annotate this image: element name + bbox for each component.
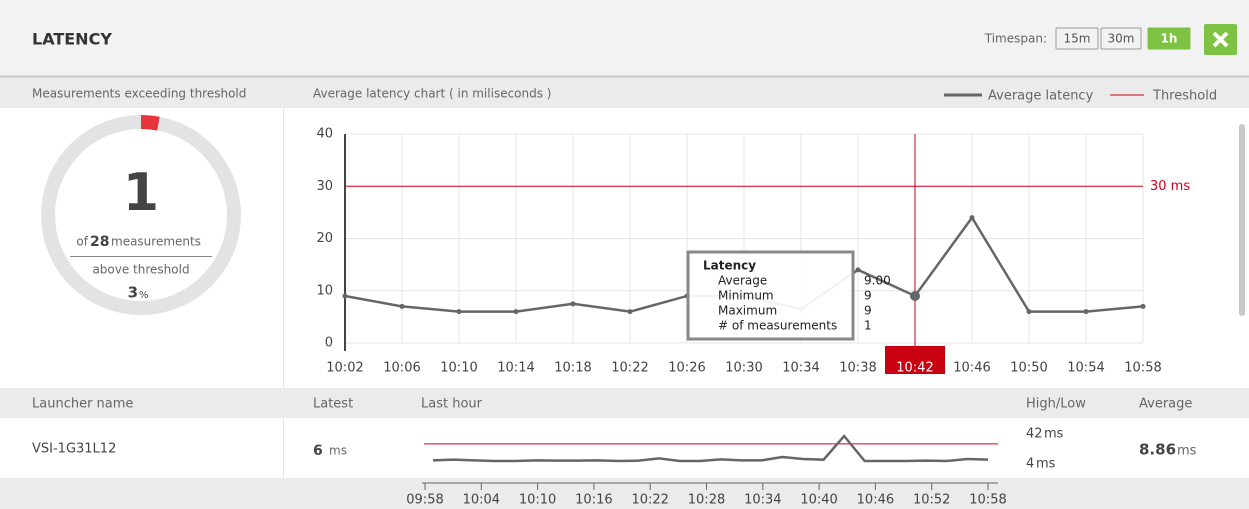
tooltip-title: Latency <box>703 259 756 273</box>
sparkline-x-label: 09:58 <box>406 493 443 508</box>
table-header: Latest <box>313 397 353 412</box>
tooltip-value: 9.00 <box>864 274 891 288</box>
sparkline-x-label: 10:22 <box>631 493 668 508</box>
tooltip <box>686 250 855 341</box>
y-tick-label: 30 <box>316 179 333 194</box>
gauge-total-text: measurements <box>111 235 201 249</box>
table-header: Last hour <box>421 397 483 412</box>
point <box>627 309 633 315</box>
sparkline-x-label: 10:10 <box>519 493 556 508</box>
chart-title: Average latency chart ( in miliseconds ) <box>313 87 551 101</box>
x-tick-label: 10:42 <box>896 361 933 376</box>
sparkline <box>432 434 989 463</box>
unit: ms <box>1036 457 1056 472</box>
point <box>969 215 975 221</box>
gauge-of: of <box>76 235 88 249</box>
x-tick-label: 10:50 <box>1010 361 1047 376</box>
tooltip-key: Minimum <box>718 289 774 303</box>
x-tick-label: 10:06 <box>383 361 420 376</box>
cursor-label-bg <box>885 346 945 374</box>
sparkline-x-label: 10:16 <box>575 493 612 508</box>
sparkline-x-label: 10:58 <box>969 493 1006 508</box>
point <box>456 309 462 315</box>
gauge-percent: 3 <box>128 284 138 302</box>
x-tick-label: 10:18 <box>554 361 591 376</box>
point <box>570 301 576 307</box>
timespan-option: 30m <box>1108 32 1135 46</box>
close-icon <box>1212 31 1229 48</box>
point <box>399 303 405 309</box>
tooltip-key: # of measurements <box>718 319 837 333</box>
sparkline-x-label: 10:04 <box>463 493 500 508</box>
point <box>342 293 348 299</box>
y-tick-label: 0 <box>325 336 333 351</box>
timespan-button[interactable] <box>1055 27 1099 50</box>
unit: ms <box>329 444 347 458</box>
y-tick-label: 10 <box>316 283 333 298</box>
sparkline-x-label: 10:52 <box>913 493 950 508</box>
x-tick-label: 10:46 <box>953 361 990 376</box>
timespan-option: 1h <box>1161 32 1178 46</box>
panel-title: LATENCY <box>32 30 112 49</box>
sparkline-x-label: 10:46 <box>857 493 894 508</box>
timespan-option: 15m <box>1064 32 1091 46</box>
high-value: 42 <box>1026 427 1043 442</box>
x-tick-label: 10:10 <box>440 361 477 376</box>
row-bg <box>0 418 1249 478</box>
header-bg <box>0 0 1249 76</box>
x-tick-label: 10:30 <box>725 361 762 376</box>
timespan-button[interactable] <box>1100 27 1142 50</box>
x-tick-label: 10:54 <box>1067 361 1104 376</box>
x-tick-label: 10:38 <box>839 361 876 376</box>
tooltip-value: 9 <box>864 289 872 303</box>
x-tick-label: 10:58 <box>1124 361 1161 376</box>
average-value: 8.86 <box>1139 441 1176 459</box>
timespan-label: Timespan: <box>984 32 1047 46</box>
table-header: High/Low <box>1026 397 1086 412</box>
x-tick-label: 10:34 <box>782 361 819 376</box>
gauge-arc <box>41 115 241 315</box>
legend-label: Average latency <box>988 89 1094 104</box>
y-tick-label: 20 <box>316 231 333 246</box>
threshold-label: 30 ms <box>1150 179 1190 194</box>
tooltip-key: Maximum <box>718 304 777 318</box>
scrollbar[interactable] <box>1239 124 1245 316</box>
tooltip-key: Average <box>718 274 767 288</box>
unit: ms <box>1044 427 1064 442</box>
y-tick-label: 40 <box>316 127 333 142</box>
sparkline-x-label: 10:28 <box>688 493 725 508</box>
point <box>1026 309 1032 315</box>
point <box>1140 303 1146 309</box>
tooltip-value: 9 <box>864 304 872 318</box>
gauge-count: 1 <box>123 163 159 223</box>
x-tick-label: 10:26 <box>668 361 705 376</box>
gauge-percent-unit: % <box>139 290 149 301</box>
tooltip-value: 1 <box>864 319 872 333</box>
x-tick-label: 10:22 <box>611 361 648 376</box>
latest-value: 6 <box>313 443 323 459</box>
point <box>513 309 519 315</box>
launcher-name: VSI-1G31L12 <box>32 442 116 457</box>
point <box>910 290 920 301</box>
unit: ms <box>1177 444 1197 459</box>
legend-label: Threshold <box>1152 89 1217 104</box>
timespan-button[interactable] <box>1147 27 1191 50</box>
table-header: Average <box>1139 397 1192 412</box>
low-value: 4 <box>1026 457 1034 472</box>
gauge-below: above threshold <box>92 263 189 277</box>
gauge-total: 28 <box>90 234 109 250</box>
point <box>855 267 861 273</box>
table-header: Launcher name <box>32 397 133 412</box>
sparkline-x-label: 10:34 <box>744 493 781 508</box>
gauge-label: Measurements exceeding threshold <box>32 87 246 101</box>
sparkline-x-label: 10:40 <box>800 493 837 508</box>
x-tick-label: 10:02 <box>326 361 363 376</box>
x-tick-label: 10:14 <box>497 361 534 376</box>
point <box>1083 309 1089 315</box>
